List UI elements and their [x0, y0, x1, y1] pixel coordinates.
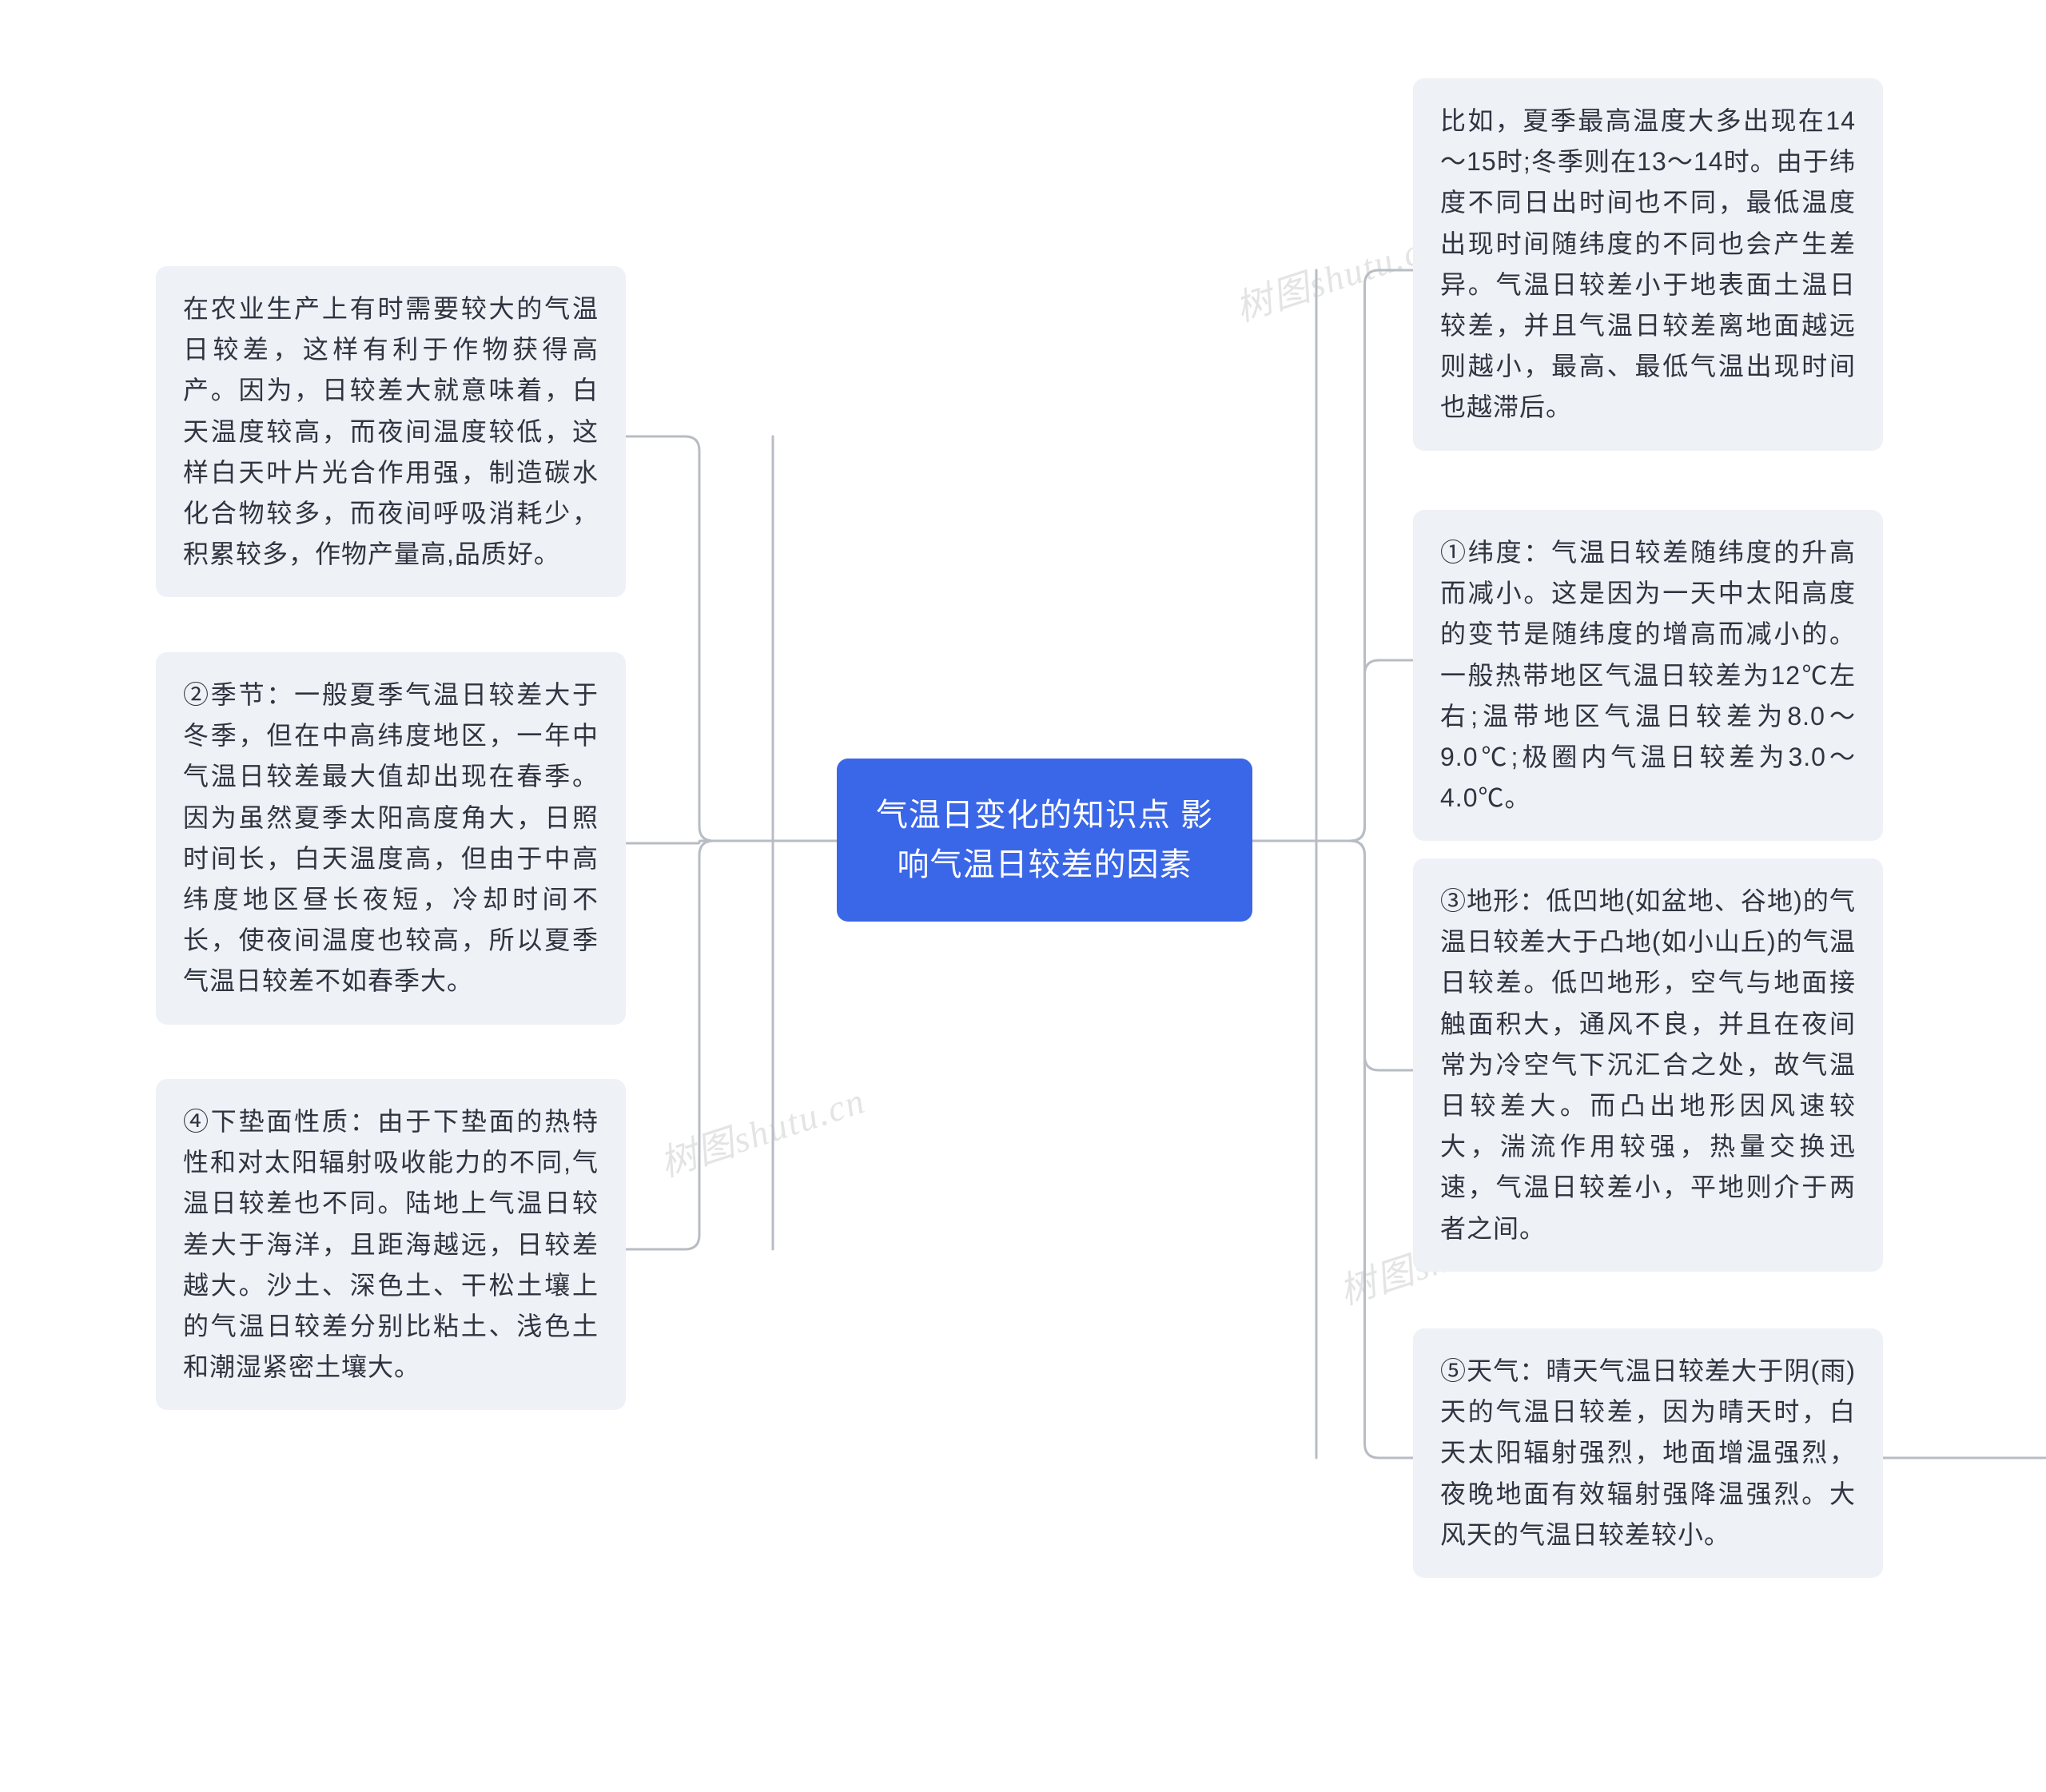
- leaf-node-agriculture: 在农业生产上有时需要较大的气温日较差，这样有利于作物获得高产。因为，日较差大就意…: [156, 266, 626, 597]
- leaf-node-timing: 比如，夏季最高温度大多出现在14～15时;冬季则在13～14时。由于纬度不同日出…: [1413, 78, 1883, 451]
- leaf-node-latitude: ①纬度：气温日较差随纬度的升高而减小。这是因为一天中太阳高度的变节是随纬度的增高…: [1413, 510, 1883, 841]
- leaf-node-season: ②季节：一般夏季气温日较差大于冬季，但在中高纬度地区，一年中气温日较差最大值却出…: [156, 652, 626, 1025]
- leaf-node-weather: ⑤天气：晴天气温日较差大于阴(雨)天的气温日较差，因为晴天时，白天太阳辐射强烈，…: [1413, 1328, 1883, 1578]
- leaf-node-surface: ④下垫面性质：由于下垫面的热特性和对太阳辐射吸收能力的不同,气温日较差也不同。陆…: [156, 1079, 626, 1410]
- center-node: 气温日变化的知识点 影响气温日较差的因素: [837, 759, 1252, 922]
- leaf-node-terrain: ③地形：低凹地(如盆地、谷地)的气温日较差大于凸地(如小山丘)的气温日较差。低凹…: [1413, 858, 1883, 1272]
